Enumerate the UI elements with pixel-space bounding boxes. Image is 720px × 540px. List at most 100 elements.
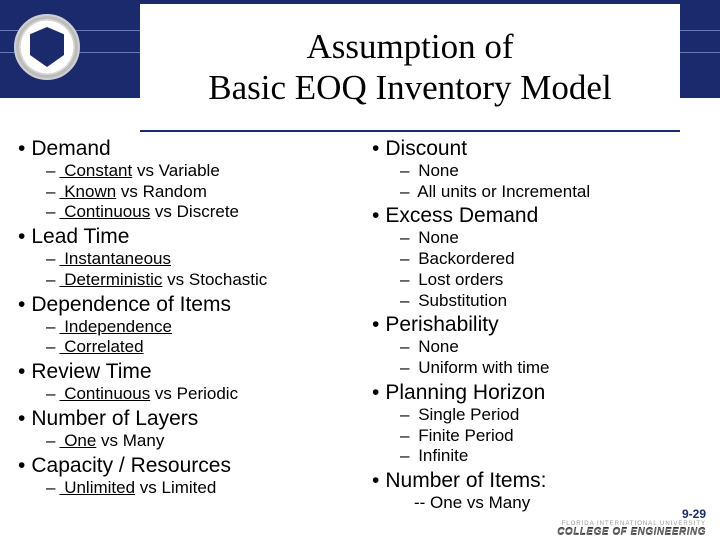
sub-item: – Constant vs Variable <box>46 161 348 182</box>
sub-list: – Single Period– Finite Period– Infinite <box>400 405 702 467</box>
dash-icon: – <box>46 249 55 268</box>
sub-list: – One vs Many <box>46 431 348 452</box>
sub-item-primary: Unlimited <box>59 478 135 497</box>
heading-text: Number of Items: <box>385 469 546 492</box>
sub-item-primary: Single Period <box>413 405 519 424</box>
sub-item-rest: vs Discrete <box>150 202 239 221</box>
dash-icon: – <box>400 228 409 247</box>
dash-icon: – <box>46 478 55 497</box>
bullet-heading: • Planning Horizon <box>372 381 702 405</box>
sub-item-primary: Substitution <box>413 291 507 310</box>
sub-item: – None <box>400 228 702 249</box>
dash-icon: – <box>46 161 55 180</box>
sub-item-rest: vs Stochastic <box>162 270 267 289</box>
bullet-heading: •Discount <box>372 137 702 161</box>
dash-icon: – <box>400 405 409 424</box>
sub-item: – Single Period <box>400 405 702 426</box>
right-column: •Discount– None– All units or Incrementa… <box>372 136 702 510</box>
sub-list: – Continuous vs Periodic <box>46 384 348 405</box>
college-name: COLLEGE OF ENGINEERING <box>557 527 706 538</box>
dash-icon: – <box>46 182 55 201</box>
bullet-heading: • Perishability <box>372 313 702 337</box>
sub-item: – All units or Incremental <box>400 182 702 203</box>
sub-item: – Backordered <box>400 249 702 270</box>
sub-item-primary: All units or Incremental <box>413 182 590 201</box>
sub-item: – Unlimited vs Limited <box>46 478 348 499</box>
sub-list: – Constant vs Variable– Known vs Random–… <box>46 161 348 223</box>
sub-item-primary: None <box>413 161 458 180</box>
dash-icon: – <box>46 270 55 289</box>
sub-item-primary: Finite Period <box>413 426 513 445</box>
dash-icon: – <box>46 317 55 336</box>
footer: 9-29 FLORIDA INTERNATIONAL UNIVERSITY CO… <box>557 507 706 538</box>
content-area: •Demand– Constant vs Variable– Known vs … <box>18 136 702 510</box>
dash-icon: – <box>400 358 409 377</box>
page-number: 9-29 <box>557 507 706 521</box>
sub-item: – Continuous vs Periodic <box>46 384 348 405</box>
slide-title: Assumption of Basic EOQ Inventory Model <box>208 26 611 109</box>
bullet-icon: • <box>372 313 379 336</box>
sub-item-primary: Uniform with time <box>413 358 549 377</box>
sub-item: – None <box>400 161 702 182</box>
bullet-icon: • <box>18 360 25 383</box>
dash-icon: – <box>400 249 409 268</box>
dash-icon: – <box>400 182 409 201</box>
sub-item-primary: Independence <box>59 317 172 336</box>
bullet-heading: • Review Time <box>18 360 348 384</box>
sub-item: – One vs Many <box>46 431 348 452</box>
sub-item: – Substitution <box>400 291 702 312</box>
bullet-icon: • <box>18 225 25 248</box>
bullet-icon: • <box>372 137 379 160</box>
sub-item: – Instantaneous <box>46 249 348 270</box>
university-seal <box>14 14 80 80</box>
sub-item-rest: vs Random <box>116 182 207 201</box>
heading-text: Lead Time <box>31 225 129 248</box>
heading-text: Perishability <box>385 313 498 336</box>
heading-text: Demand <box>31 137 110 160</box>
sub-item: – Finite Period <box>400 426 702 447</box>
heading-text: Planning Horizon <box>385 381 545 404</box>
bullet-icon: • <box>372 204 379 227</box>
sub-item-primary: Continuous <box>59 384 150 403</box>
dash-icon: – <box>46 431 55 450</box>
sub-item-rest: vs Variable <box>132 161 220 180</box>
sub-list: – Instantaneous– Deterministic vs Stocha… <box>46 249 348 290</box>
dash-icon: – <box>400 426 409 445</box>
sub-item: – Correlated <box>46 337 348 358</box>
sub-item-primary: Infinite <box>413 446 468 465</box>
shield-icon <box>30 27 64 67</box>
bullet-icon: • <box>18 293 25 316</box>
sub-item-primary: Backordered <box>413 249 514 268</box>
bullet-heading: • Excess Demand <box>372 204 702 228</box>
bullet-icon: • <box>18 137 25 160</box>
bullet-heading: • Lead Time <box>18 225 348 249</box>
dash-icon: – <box>400 291 409 310</box>
dash-icon: – <box>46 337 55 356</box>
sub-item-rest: vs Many <box>96 431 164 450</box>
sub-item-rest: vs Limited <box>135 478 216 497</box>
heading-text: Excess Demand <box>385 204 538 227</box>
sub-item: – Continuous vs Discrete <box>46 202 348 223</box>
sub-list: – None– Backordered– Lost orders– Substi… <box>400 228 702 311</box>
sub-item: – Infinite <box>400 446 702 467</box>
bullet-icon: • <box>372 381 379 404</box>
sub-list: – None– Uniform with time <box>400 337 702 378</box>
sub-item-primary: Known <box>59 182 116 201</box>
bullet-heading: •Capacity / Resources <box>18 454 348 478</box>
title-line-1: Assumption of <box>306 27 513 66</box>
sub-item-rest: vs Periodic <box>150 384 238 403</box>
heading-text: Review Time <box>31 360 151 383</box>
dash-icon: – <box>400 161 409 180</box>
sub-item-primary: Correlated <box>59 337 143 356</box>
dash-icon: – <box>400 446 409 465</box>
title-line-2: Basic EOQ Inventory Model <box>208 68 611 107</box>
bullet-icon: • <box>372 469 379 492</box>
heading-text: Capacity / Resources <box>31 454 231 477</box>
bullet-heading: • Dependence of Items <box>18 293 348 317</box>
sub-item: – Deterministic vs Stochastic <box>46 270 348 291</box>
heading-text: Dependence of Items <box>31 293 231 316</box>
sub-item: – Lost orders <box>400 270 702 291</box>
sub-list: – None– All units or Incremental <box>400 161 702 202</box>
sub-item-primary: Instantaneous <box>59 249 171 268</box>
bullet-heading: • Number of Items: <box>372 469 702 493</box>
